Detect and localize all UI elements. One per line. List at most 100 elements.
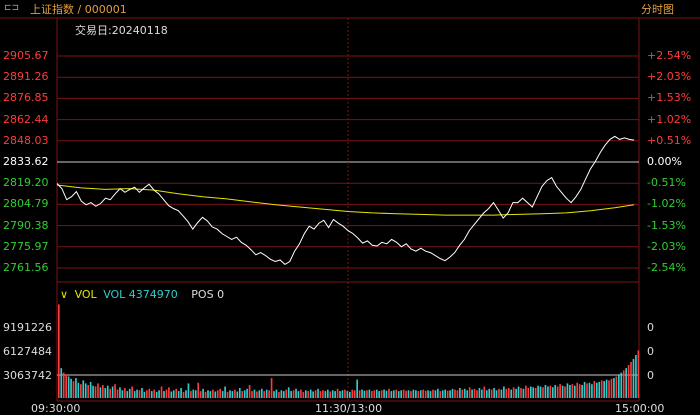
volume-bar [507, 388, 510, 398]
volume-bar [302, 391, 305, 398]
price-tick-left: 2761.56 [3, 261, 49, 274]
volume-bar [143, 391, 146, 398]
volume-bar [593, 381, 596, 398]
volume-bar [434, 390, 437, 398]
collapse-chevron-icon[interactable]: ∨ [60, 288, 69, 301]
volume-bar [216, 390, 219, 398]
volume-bar [182, 391, 185, 398]
volume-bar [525, 385, 527, 398]
volume-bar [82, 380, 85, 398]
volume-bar [270, 378, 273, 398]
volume-bar [319, 391, 322, 398]
volume-tick-right: 0 [647, 369, 654, 382]
volume-bar [231, 391, 234, 398]
volume-bar [605, 379, 608, 398]
percent-tick-right: +2.03% [647, 70, 692, 84]
volume-bar [361, 389, 363, 398]
percent-tick-right: +2.54% [647, 49, 692, 62]
volume-bar [278, 391, 280, 398]
volume-bar [368, 389, 371, 398]
volume-bar [402, 389, 405, 398]
volume-bar [295, 388, 297, 398]
percent-tick-right: -2.54% [647, 261, 686, 274]
volume-bar [630, 361, 632, 398]
volume-bar [493, 388, 495, 398]
volume-bar [515, 388, 517, 398]
volume-bar [124, 388, 126, 398]
window-menu-icon[interactable]: ⊏⊐ [4, 3, 20, 13]
volume-bar [566, 383, 569, 398]
volume-bar [226, 391, 229, 398]
volume-bar [246, 388, 248, 398]
volume-bar [466, 390, 469, 398]
volume-bar [275, 389, 278, 398]
volume-bar [192, 389, 195, 398]
volume-bar [263, 391, 266, 398]
volume-bar [136, 389, 138, 398]
volume-bar [163, 391, 165, 398]
volume-bar [197, 382, 200, 398]
volume-bar [307, 391, 310, 398]
volume-bar [419, 390, 422, 398]
volume-bar [141, 388, 143, 398]
volume-bar [608, 380, 610, 398]
average-price-line [56, 184, 635, 216]
price-tick-left: 2862.44 [3, 112, 49, 126]
volume-bar [351, 389, 354, 398]
volume-bar [427, 390, 429, 398]
volume-bar [326, 389, 329, 398]
volume-bar [500, 389, 503, 398]
volume-bar [549, 385, 552, 398]
volume-bar [615, 376, 618, 398]
volume-bar [371, 391, 373, 398]
price-tick-left: 2804.79 [3, 197, 49, 211]
volume-tick-right: 0 [647, 345, 654, 358]
volume-bar [185, 390, 187, 398]
volume-bar [312, 391, 314, 398]
volume-bar [87, 385, 89, 398]
volume-bar [366, 390, 368, 398]
volume-bar [209, 391, 212, 398]
volume-bar [314, 390, 317, 398]
title-bar: ⊏⊐ 上证指数 / 000001 分时图 [0, 0, 700, 17]
volume-bar [561, 385, 564, 398]
volume-bar [94, 386, 97, 398]
vol-value: VOL 4374970 [103, 288, 178, 301]
time-tick-open: 09:30:00 [31, 402, 81, 415]
volume-bar [432, 389, 434, 398]
volume-bar [520, 388, 522, 398]
volume-bar [444, 389, 447, 398]
volume-bar [544, 385, 547, 398]
volume-bar [241, 391, 244, 398]
volume-bar [439, 391, 442, 398]
volume-bar [170, 391, 173, 398]
volume-bar [268, 390, 270, 398]
volume-bar [253, 389, 256, 398]
volume-bar [481, 389, 483, 398]
volume-bar [180, 388, 182, 398]
volume-bar [265, 389, 268, 398]
volume-bar [70, 378, 72, 398]
price-tick-left: 2848.03 [3, 133, 49, 147]
volume-bar [72, 381, 75, 398]
volume-bar [471, 389, 473, 398]
volume-bar [358, 390, 361, 398]
volume-bar [260, 388, 263, 398]
volume-bar [353, 390, 356, 398]
volume-tick-left: 9191226 [3, 321, 52, 334]
volume-bar [177, 391, 180, 398]
volume-bar [441, 390, 444, 398]
volume-tick-left: 3063742 [3, 369, 52, 382]
volume-bar [119, 387, 121, 398]
volume-bar [297, 391, 300, 398]
volume-bar [556, 386, 559, 398]
volume-bar [121, 390, 124, 398]
view-mode-button[interactable]: 分时图 [641, 3, 674, 16]
volume-bar [212, 389, 214, 398]
volume-bar [637, 350, 640, 398]
volume-bar [397, 391, 400, 398]
volume-bar [111, 386, 114, 398]
time-tick-close: 15:00:00 [615, 402, 665, 415]
volume-bar [498, 388, 500, 398]
volume-bar [336, 388, 339, 398]
